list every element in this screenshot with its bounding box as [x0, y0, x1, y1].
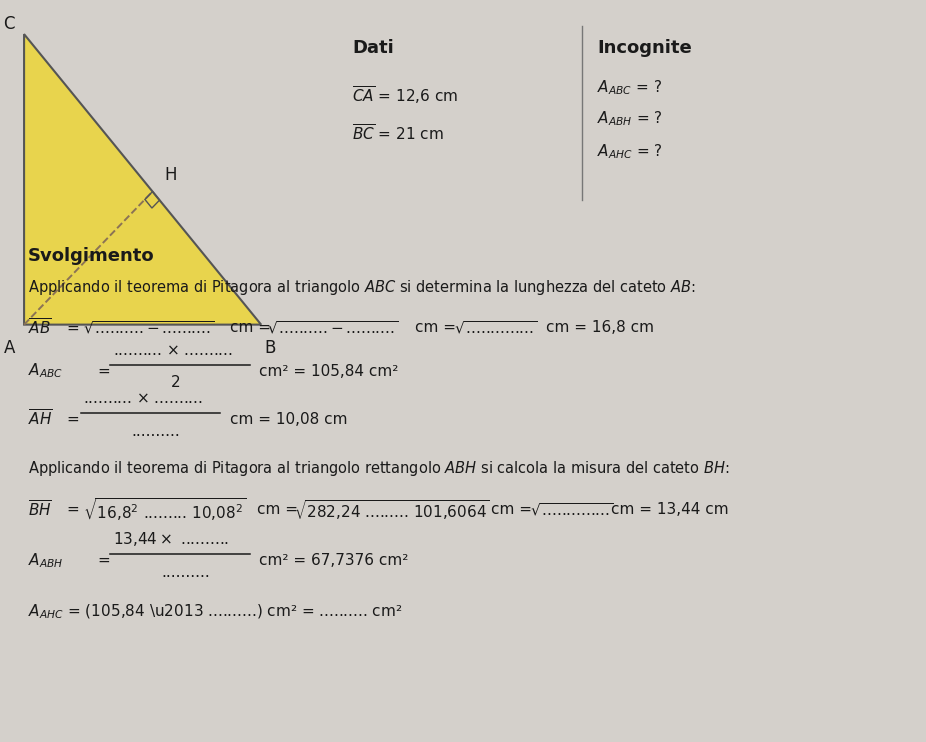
Text: $\overline{AH}$: $\overline{AH}$	[28, 409, 53, 430]
Text: cm = 16,8 cm: cm = 16,8 cm	[546, 321, 655, 335]
Text: $\overline{CA}$ = 12,6 cm: $\overline{CA}$ = 12,6 cm	[352, 84, 458, 106]
Text: $\overline{BC}$ = 21 cm: $\overline{BC}$ = 21 cm	[352, 123, 444, 144]
Text: C: C	[4, 15, 15, 33]
Text: Dati: Dati	[352, 39, 394, 57]
Text: $13{,}44 \times$ ..........: $13{,}44 \times$ ..........	[113, 531, 229, 548]
Text: cm² = 105,84 cm²: cm² = 105,84 cm²	[259, 364, 399, 378]
Text: cm =: cm =	[491, 502, 532, 517]
Text: cm =: cm =	[230, 321, 270, 335]
Text: Applicando il teorema di Pitagora al triangolo $ABC$ si determina la lunghezza d: Applicando il teorema di Pitagora al tri…	[28, 278, 695, 297]
Text: $\sqrt{\text{..............}}$: $\sqrt{\text{..............}}$	[454, 320, 537, 336]
Text: $A_{ABC}$ = ?: $A_{ABC}$ = ?	[597, 78, 662, 97]
Text: B: B	[264, 339, 276, 357]
Text: $\sqrt{16{,}8^2\text{ ......... }10{,}08^2}$: $\sqrt{16{,}8^2\text{ ......... }10{,}08…	[83, 496, 247, 523]
Text: 2: 2	[171, 375, 181, 390]
Text: =: =	[67, 412, 80, 427]
Text: $A_{AHC}$ = (105,84 \u2013 ..........) cm² = .......... cm²: $A_{AHC}$ = (105,84 \u2013 ..........) c…	[28, 603, 402, 621]
Text: =: =	[97, 553, 110, 568]
Text: cm = 13,44 cm: cm = 13,44 cm	[611, 502, 729, 517]
Text: $\sqrt{282{,}24\text{ ......... }101{,}6064}$: $\sqrt{282{,}24\text{ ......... }101{,}6…	[294, 498, 490, 522]
Text: cm =: cm =	[257, 502, 297, 517]
Text: A: A	[4, 339, 15, 357]
Text: ..........: ..........	[161, 565, 210, 580]
Text: H: H	[164, 166, 177, 184]
Text: $\sqrt{\text{..............}}$: $\sqrt{\text{..............}}$	[530, 502, 613, 518]
Text: cm² = 67,7376 cm²: cm² = 67,7376 cm²	[259, 553, 408, 568]
Text: =: =	[67, 502, 80, 517]
Text: cm =: cm =	[415, 321, 456, 335]
Text: $\sqrt{\text{..........} - \text{..........}}$: $\sqrt{\text{..........} - \text{.......…	[267, 320, 398, 336]
Text: $\sqrt{\text{..........} - \text{..........}}$: $\sqrt{\text{..........} - \text{.......…	[83, 320, 215, 336]
Text: $A_{ABC}$: $A_{ABC}$	[28, 361, 63, 381]
Text: Applicando il teorema di Pitagora al triangolo rettangolo $ABH$ si calcola la mi: Applicando il teorema di Pitagora al tri…	[28, 459, 729, 479]
Text: Svolgimento: Svolgimento	[28, 247, 155, 265]
Text: .......... $\times$ ..........: .......... $\times$ ..........	[113, 343, 232, 358]
Text: .......... $\times$ ..........: .......... $\times$ ..........	[83, 391, 203, 406]
Text: $A_{ABH}$: $A_{ABH}$	[28, 551, 63, 570]
Text: $\overline{AB}$: $\overline{AB}$	[28, 318, 52, 338]
Text: cm = 10,08 cm: cm = 10,08 cm	[230, 412, 347, 427]
Text: ..........: ..........	[131, 424, 181, 439]
Text: =: =	[67, 321, 80, 335]
Polygon shape	[24, 34, 261, 325]
Text: $A_{ABH}$ = ?: $A_{ABH}$ = ?	[597, 109, 663, 128]
Text: Incognite: Incognite	[597, 39, 692, 57]
Text: =: =	[97, 364, 110, 378]
Text: $A_{AHC}$ = ?: $A_{AHC}$ = ?	[597, 142, 663, 161]
Text: $\overline{BH}$: $\overline{BH}$	[28, 499, 52, 520]
